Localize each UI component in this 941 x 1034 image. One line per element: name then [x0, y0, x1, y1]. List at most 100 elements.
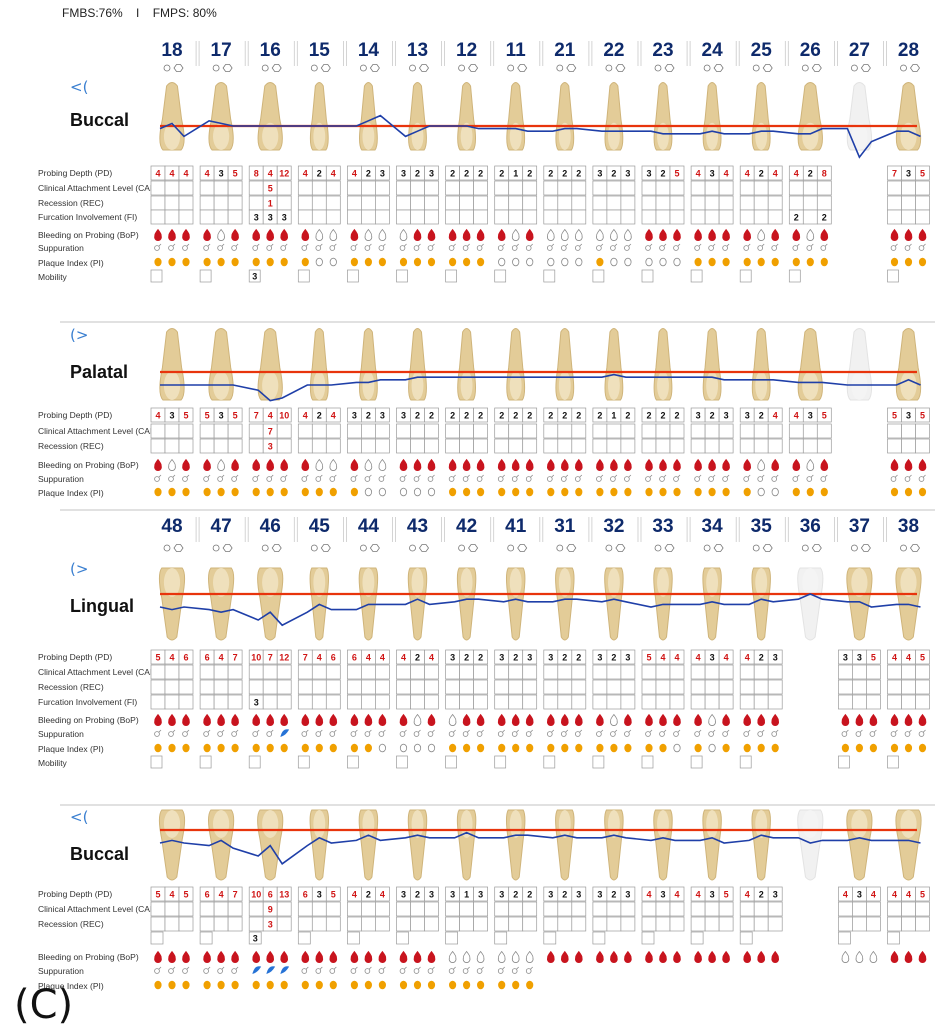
upper-palatal-rec-cell-12-1 — [459, 438, 474, 454]
upper-palatal-cal-cell-14-2 — [375, 423, 390, 439]
upper-palatal-sup-14-1 — [364, 476, 371, 482]
upper-palatal-pi-13-0 — [399, 487, 408, 497]
upper-buccal-bop-13-1 — [413, 228, 422, 241]
upper-palatal-bop-11-0 — [497, 458, 506, 471]
lower-lingual-pd-value-48-0: 5 — [155, 653, 160, 663]
lower-buccal-pd-value-31-0: 3 — [548, 890, 553, 900]
upper-palatal-sup-15-0 — [301, 476, 308, 482]
lower-lingual-pi-32-1 — [610, 743, 618, 753]
lower-lingual-sup-32-0 — [596, 731, 602, 737]
lower-buccal-pd-value-44-2: 4 — [380, 890, 385, 900]
lower-lingual-pi-47-0 — [203, 743, 211, 753]
upper-buccal-rec-cell-13-1 — [410, 195, 425, 211]
upper-buccal-pd-value-23-0: 3 — [646, 169, 651, 179]
lower-buccal-rec-cell-34-1 — [704, 916, 720, 932]
upper-buccal-fi-cell-28-0 — [887, 209, 902, 225]
upper-buccal-tooth-22 — [604, 82, 624, 151]
upper-buccal-rec-cell-26-0 — [788, 195, 804, 211]
upper-buccal-pd-value-14-0: 4 — [352, 169, 357, 179]
lower-lingual-sup-33-2-tail — [677, 729, 681, 733]
upper-palatal-sup-22-1 — [610, 476, 616, 482]
upper-palatal-sup-26-1-tail — [810, 474, 814, 478]
upper-palatal-pd-cell-17-2 — [227, 407, 243, 423]
upper-palatal-cal-cell-23-1 — [655, 423, 671, 439]
lower-lingual-implant-icon-44 — [359, 544, 367, 552]
lower-lingual-cal-cell-44-2 — [375, 664, 390, 680]
upper-buccal-bop-21-0 — [547, 228, 555, 241]
lower-lingual-rec-cell-38-0 — [887, 679, 902, 695]
upper-buccal-implant-icon-16 — [261, 64, 269, 72]
upper-palatal-sup-24-1-tail — [712, 474, 716, 478]
upper-palatal-sup-23-0-tail — [649, 474, 653, 478]
lower-lingual-sup-45-1 — [315, 731, 322, 737]
lower-lingual-pd-value-46-1: 7 — [268, 653, 273, 663]
upper-buccal-tooth-number-25: 25 — [751, 40, 773, 61]
lower-lingual-cal-cell-42-0 — [445, 664, 460, 680]
upper-palatal-pi-12-0 — [448, 487, 457, 497]
lower-lingual-fi-cell-44-1 — [361, 694, 376, 710]
lower-buccal-pd-value-37-1: 3 — [857, 890, 862, 900]
lower-buccal-rec-cell-45-0 — [297, 916, 313, 932]
upper-palatal-rec-cell-22-0 — [592, 438, 608, 454]
lower-lingual-pd-value-35-2: 3 — [773, 653, 778, 663]
upper-palatal-pd-value-16-1: 4 — [268, 411, 273, 421]
upper-buccal-pd-value-11-0: 2 — [499, 169, 504, 179]
upper-palatal-pd-value-22-2: 2 — [625, 411, 630, 421]
upper-buccal-cal-cell-14-0 — [347, 180, 362, 196]
lower-buccal-pd-value-34-2: 5 — [724, 890, 729, 900]
upper-palatal-cal-cell-17-2 — [227, 423, 243, 439]
upper-buccal-bop-16-1 — [266, 228, 274, 241]
lower-lingual-implant-icon-36 — [801, 544, 809, 552]
lower-lingual-fi-cell-47-0 — [199, 694, 215, 710]
lower-buccal-pd-value-34-0: 4 — [696, 890, 701, 900]
upper-buccal-sup-25-0-tail — [747, 243, 751, 247]
lower-lingual-pi-31-1 — [561, 743, 569, 753]
upper-palatal-rec-cell-25-2 — [767, 438, 783, 454]
lower-lingual-bop-42-1 — [462, 713, 471, 726]
upper-palatal-legend-bop: Bleeding on Probing (BoP) — [38, 460, 139, 470]
upper-buccal-fi-cell-15-1 — [311, 209, 327, 225]
upper-buccal-rec-value-16-1: 1 — [268, 199, 273, 209]
upper-buccal-bop-28-0 — [890, 228, 899, 241]
lower-lingual-pd-cell-33-2 — [669, 649, 685, 665]
upper-buccal-cal-cell-28-2 — [915, 180, 930, 196]
lower-lingual-rec-cell-44-0 — [347, 679, 362, 695]
lower-lingual-pi-46-0 — [252, 743, 260, 753]
lower-lingual-sup-34-1 — [708, 731, 714, 737]
upper-palatal-pi-26-1 — [806, 487, 814, 497]
upper-buccal-fi-cell-14-1 — [361, 209, 376, 225]
upper-palatal-pd-value-13-1: 2 — [415, 411, 420, 421]
lower-lingual-sup-34-1-tail — [712, 729, 716, 733]
upper-palatal-pd-value-18-2: 5 — [183, 411, 188, 421]
lower-lingual-rec-cell-46-1 — [262, 679, 278, 695]
lower-buccal-sup-43-2 — [427, 968, 434, 974]
lower-lingual-pd-value-43-0: 4 — [401, 653, 406, 663]
upper-palatal-tooth-25 — [751, 328, 771, 401]
lower-lingual-fi-cell-33-0 — [641, 694, 657, 710]
lower-lingual-pi-43-1 — [413, 743, 422, 753]
upper-buccal-pi-16-0 — [252, 257, 260, 267]
lower-buccal-extra-box-38 — [887, 931, 900, 945]
upper-buccal-implant-icon-26 — [801, 64, 809, 72]
lower-lingual-cal-cell-37-0 — [838, 664, 853, 680]
lower-lingual-rec-cell-48-2 — [178, 679, 194, 695]
upper-palatal-pi-16-1 — [266, 487, 274, 497]
lower-lingual-bop-37-0 — [841, 713, 850, 726]
upper-palatal-tooth-11 — [506, 328, 526, 401]
upper-buccal-cal-cell-18-1 — [164, 180, 180, 196]
lower-buccal-bop-37-1 — [855, 950, 864, 963]
upper-buccal-pd-value-13-0: 3 — [401, 169, 406, 179]
upper-palatal-sup-22-0 — [596, 476, 602, 482]
upper-buccal-rec-cell-21-0 — [543, 195, 559, 211]
upper-palatal-pd-cell-28-2 — [915, 407, 930, 423]
upper-buccal-pd-cell-26-2 — [816, 165, 832, 181]
upper-palatal-bop-11-2 — [525, 458, 534, 471]
upper-buccal-sup-13-0 — [399, 245, 406, 251]
lower-buccal-pi-47-2 — [231, 980, 239, 990]
lower-lingual-sup-37-0 — [841, 731, 848, 737]
lower-lingual-pd-value-32-1: 2 — [611, 653, 616, 663]
lower-buccal-pd-value-42-0: 3 — [450, 890, 455, 900]
lower-buccal-bop-33-2 — [673, 950, 681, 963]
upper-palatal-bop-25-0 — [743, 458, 751, 471]
lower-buccal-pi-48-2 — [182, 980, 190, 990]
